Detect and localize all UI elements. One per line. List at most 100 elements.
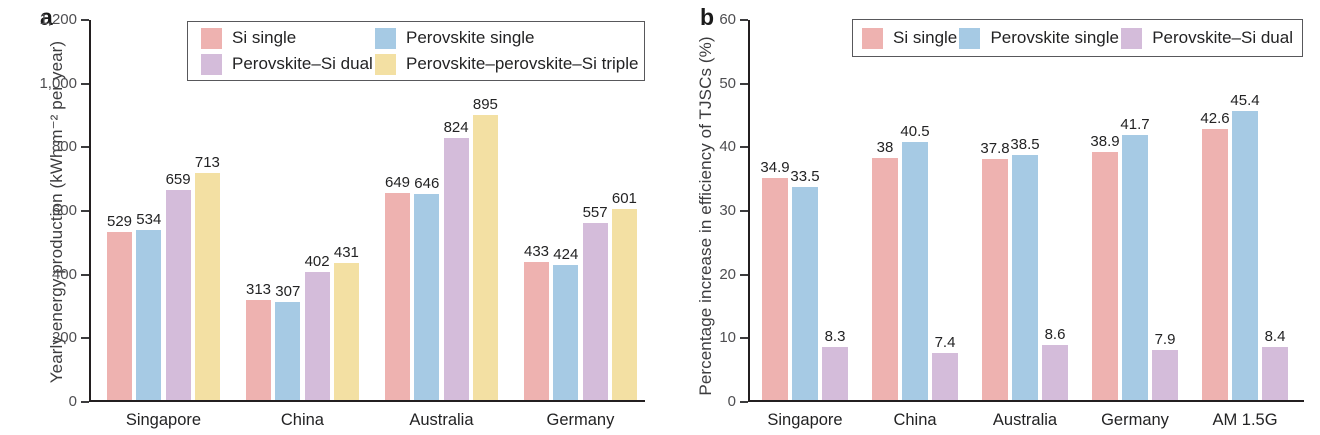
panel-a: a Yearly energy production (kWh m⁻² per …: [39, 4, 645, 429]
bar-b-am-1-5g-perovskite-si-dual: [1262, 346, 1288, 400]
bar-value-label: 646: [414, 175, 440, 193]
legend-item-label: Perovskite single: [406, 28, 535, 47]
legend-item-si-single: Si single: [201, 27, 375, 49]
legend-item-si-single: Si single: [862, 27, 958, 49]
y-tick-mark: [81, 273, 89, 276]
bar-value-label: 8.4: [1264, 327, 1286, 345]
x-category-label-singapore: Singapore: [767, 411, 843, 429]
bar-a-australia-si-single: [385, 193, 410, 400]
legend-item-label: Si single: [893, 28, 958, 47]
bar-a-singapore-perovskite-si-dual: [165, 190, 191, 400]
legend-item-label: Si single: [232, 28, 297, 47]
bar-value-label: 424: [553, 246, 579, 264]
bar-value-label: 37.8: [980, 140, 1010, 158]
panel-b-plot-area: 0 10 20 30 40 50 60 34.9 38 37.8 38.9 42.6 33.5 40.5 3…: [719, 11, 1304, 429]
bar-a-germany-si-single: [524, 262, 549, 400]
bar-a-singapore-perovskite-perovskite-si-triple: [194, 173, 220, 400]
bar-a-china-perovskite-perovskite-si-triple: [333, 262, 359, 400]
legend-item-perovskite-si-dual: Perovskite–Si dual: [1121, 27, 1293, 49]
bar-a-germany-perovskite-perovskite-si-triple: [611, 208, 637, 400]
bar-value-label: 649: [384, 174, 411, 192]
bar-b-australia-perovskite-si-dual: [1042, 345, 1068, 400]
panel-b: b Percentage increase in efficiency of T…: [660, 0, 1320, 435]
legend-item-label: Perovskite–Si dual: [232, 54, 373, 73]
y-tick-label: 30: [719, 202, 736, 219]
bar-b-australia-perovskite-single: [1012, 154, 1038, 400]
panel-a-label: a: [40, 4, 53, 30]
bar-b-australia-si-single: [982, 159, 1008, 400]
y-tick-mark: [81, 337, 89, 340]
bar-value-label: 824: [443, 118, 469, 136]
bar-a-singapore-si-single: [107, 231, 132, 400]
bar-value-label: 38.9: [1090, 133, 1120, 151]
bar-b-germany-perovskite-single: [1122, 134, 1148, 400]
x-category-label-china: China: [280, 411, 324, 429]
y-tick-mark: [740, 401, 748, 403]
legend-swatch-icon: [375, 53, 396, 75]
x-category-label-singapore: Singapore: [125, 411, 202, 429]
bar-value-label: 534: [136, 211, 162, 228]
legend-item-perovskite-single: Perovskite single: [959, 27, 1119, 49]
bar-value-label: 38.5: [1010, 135, 1040, 153]
bar-value-label: 34.9: [760, 158, 790, 176]
legend-swatch-icon: [1121, 27, 1143, 49]
bar-b-china-si-single: [872, 158, 898, 400]
y-tick-label: 60: [719, 11, 736, 28]
panel-a-legend: Si single Perovskite single Perovskite–Si …: [187, 21, 645, 81]
y-tick-label: 20: [719, 265, 736, 283]
bar-b-singapore-perovskite-single: [792, 186, 818, 400]
bar-value-label: 313: [245, 281, 272, 299]
legend-swatch-icon: [862, 27, 883, 49]
y-tick-label: 50: [719, 74, 736, 92]
x-category-label-china: China: [893, 411, 937, 429]
y-tick-label: 1,000: [39, 74, 77, 92]
legend-item-label: Perovskite single: [990, 28, 1119, 47]
bar-value-label: 41.7: [1120, 115, 1150, 133]
legend-item-perovskite-single: Perovskite single: [375, 27, 638, 49]
y-tick-label: 600: [51, 202, 77, 219]
y-tick-mark: [740, 273, 748, 276]
legend-item-perovskite-perovskite-si-triple: Perovskite–perovskite–Si triple: [375, 53, 638, 75]
bar-b-china-perovskite-single: [902, 142, 928, 400]
bar-value-label: 7.9: [1154, 330, 1176, 348]
bar-value-label: 659: [165, 171, 191, 189]
panel-b-legend: Si single Perovskite single Perovskite–Si …: [852, 19, 1303, 57]
y-tick-label: 0: [727, 393, 736, 410]
bar-a-germany-perovskite-single: [553, 265, 579, 400]
legend-item-label: Perovskite–Si dual: [1152, 28, 1293, 47]
y-tick-label: 10: [719, 329, 736, 347]
bar-a-china-perovskite-si-dual: [304, 272, 330, 400]
y-tick-mark: [740, 19, 748, 21]
y-tick-mark: [740, 82, 748, 85]
bar-value-label: 42.6: [1200, 109, 1230, 127]
y-tick-mark: [740, 337, 748, 340]
bar-b-singapore-perovskite-si-dual: [822, 347, 848, 400]
y-tick-mark: [81, 210, 89, 212]
bar-a-australia-perovskite-si-dual: [443, 137, 469, 400]
bar-b-china-perovskite-si-dual: [932, 352, 958, 400]
y-tick-mark: [81, 146, 89, 149]
y-tick-mark: [740, 210, 748, 212]
bar-a-china-perovskite-single: [275, 302, 301, 400]
bar-value-label: 307: [275, 283, 301, 301]
y-tick-mark: [81, 401, 89, 403]
bar-b-am-1-5g-si-single: [1202, 128, 1228, 400]
bar-value-label: 433: [523, 243, 550, 261]
bar-a-australia-perovskite-perovskite-si-triple: [472, 115, 498, 400]
bar-value-label: 8.6: [1044, 326, 1066, 344]
legend-item-perovskite-si-dual: Perovskite–Si dual: [201, 53, 375, 75]
legend-swatch-icon: [959, 27, 981, 49]
bar-value-label: 38: [876, 139, 894, 157]
bar-a-germany-perovskite-si-dual: [582, 222, 608, 400]
bar-b-am-1-5g-perovskite-single: [1232, 110, 1258, 400]
y-tick-label: 0: [68, 393, 77, 410]
bar-b-singapore-si-single: [762, 177, 788, 400]
panel-b-label: b: [700, 4, 715, 30]
legend-swatch-icon: [201, 53, 222, 75]
bar-value-label: 557: [582, 203, 608, 221]
x-category-label-germany: Germany: [546, 411, 615, 429]
x-category-label-am-1-5g: AM 1.5G: [1212, 411, 1278, 429]
y-tick-label: 800: [51, 138, 77, 156]
bar-value-label: 33.5: [790, 167, 820, 185]
